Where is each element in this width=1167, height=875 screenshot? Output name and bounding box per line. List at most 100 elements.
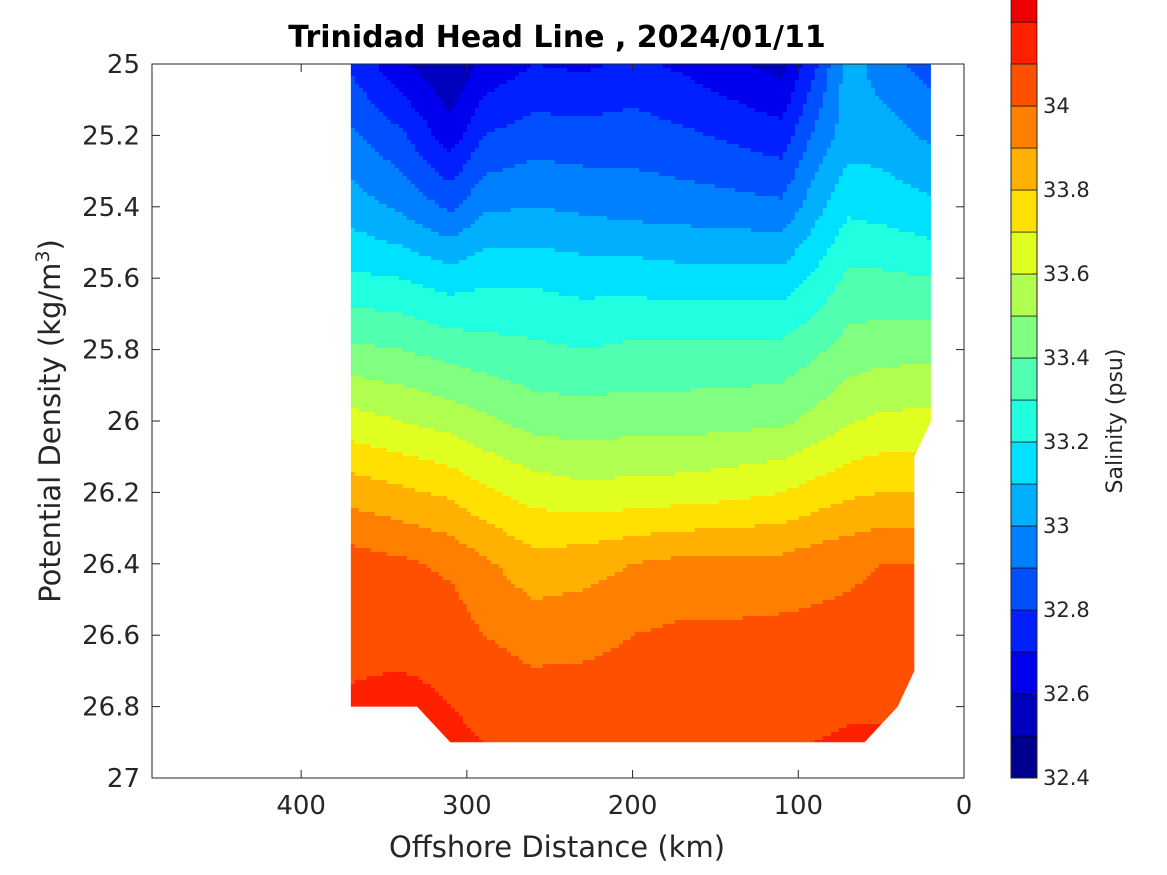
field-cell xyxy=(498,116,504,121)
field-cell xyxy=(814,88,820,93)
field-cell xyxy=(818,172,824,177)
field-cell xyxy=(506,76,512,81)
field-cell xyxy=(834,152,840,157)
field-cell xyxy=(394,132,400,137)
field-cell xyxy=(822,136,828,141)
field-cell xyxy=(918,196,924,201)
field-cell xyxy=(774,120,780,125)
field-cell xyxy=(454,108,460,113)
field-cell xyxy=(558,112,564,117)
field-cell xyxy=(822,104,828,109)
field-cell xyxy=(426,108,432,113)
field-cell xyxy=(442,100,448,105)
field-cell xyxy=(718,172,724,177)
field-cell xyxy=(862,136,868,141)
field-cell xyxy=(766,188,772,193)
field-cell xyxy=(810,152,816,157)
field-cell xyxy=(866,72,872,77)
field-cell xyxy=(558,72,564,77)
field-cell xyxy=(546,92,552,97)
field-cell xyxy=(430,160,436,165)
field-cell xyxy=(662,64,668,69)
field-cell xyxy=(686,64,692,69)
field-cell xyxy=(930,156,931,161)
field-cell xyxy=(726,96,732,101)
field-cell xyxy=(758,72,764,77)
field-cell xyxy=(794,68,800,73)
field-cell xyxy=(922,104,928,109)
field-cell xyxy=(866,88,872,93)
field-cell xyxy=(778,156,784,161)
field-cell xyxy=(450,80,456,85)
field-cell xyxy=(574,64,580,69)
field-cell xyxy=(862,160,868,165)
field-cell xyxy=(906,192,912,197)
field-cell xyxy=(558,188,564,193)
field-cell xyxy=(446,160,452,165)
field-cell xyxy=(494,188,500,193)
field-cell xyxy=(930,84,931,89)
field-cell xyxy=(862,120,868,125)
field-cell xyxy=(870,172,876,177)
field-cell xyxy=(386,100,392,105)
field-cell xyxy=(470,128,476,133)
field-cell xyxy=(890,68,896,73)
field-cell xyxy=(554,128,560,133)
field-cell xyxy=(874,196,880,201)
field-cell xyxy=(762,184,768,189)
field-cell xyxy=(874,192,880,197)
field-cell xyxy=(826,100,832,105)
field-cell xyxy=(406,80,412,85)
field-cell xyxy=(578,80,584,85)
field-cell xyxy=(386,116,392,121)
field-cell xyxy=(402,64,408,69)
field-cell xyxy=(350,152,356,157)
field-cell xyxy=(794,76,800,81)
field-cell xyxy=(754,140,760,145)
field-cell xyxy=(606,172,612,177)
field-cell xyxy=(518,92,524,97)
field-cell xyxy=(462,164,468,169)
field-cell xyxy=(646,192,652,197)
field-cell xyxy=(538,148,544,153)
field-cell xyxy=(650,88,656,93)
field-cell xyxy=(814,160,820,165)
field-cell xyxy=(466,140,472,145)
field-cell xyxy=(602,116,608,121)
field-cell xyxy=(614,128,620,133)
field-cell xyxy=(426,192,432,197)
field-cell xyxy=(926,64,931,69)
field-cell xyxy=(550,120,556,125)
field-cell xyxy=(586,108,592,113)
field-cell xyxy=(506,156,512,161)
field-cell xyxy=(718,72,724,77)
field-cell xyxy=(650,132,656,137)
field-cell xyxy=(598,148,604,153)
field-cell xyxy=(634,196,640,201)
field-cell xyxy=(682,80,688,85)
field-cell xyxy=(502,172,508,177)
field-cell xyxy=(714,68,720,73)
field-cell xyxy=(550,76,556,81)
field-cell xyxy=(458,184,464,189)
field-cell xyxy=(470,164,476,169)
field-cell xyxy=(366,140,372,145)
field-cell xyxy=(754,84,760,89)
field-cell xyxy=(766,116,772,121)
field-cell xyxy=(522,88,528,93)
field-cell xyxy=(898,180,904,185)
field-cell xyxy=(610,140,616,145)
field-cell xyxy=(810,92,816,97)
field-cell xyxy=(534,152,540,157)
field-cell xyxy=(834,184,840,189)
field-cell xyxy=(542,196,548,201)
field-cell xyxy=(570,188,576,193)
field-cell xyxy=(770,140,776,145)
field-cell xyxy=(922,72,928,77)
field-cell xyxy=(722,144,728,149)
field-cell xyxy=(446,168,452,173)
field-cell xyxy=(858,96,864,101)
field-cell xyxy=(554,196,560,201)
field-cell xyxy=(910,156,916,161)
field-cell xyxy=(350,172,356,177)
